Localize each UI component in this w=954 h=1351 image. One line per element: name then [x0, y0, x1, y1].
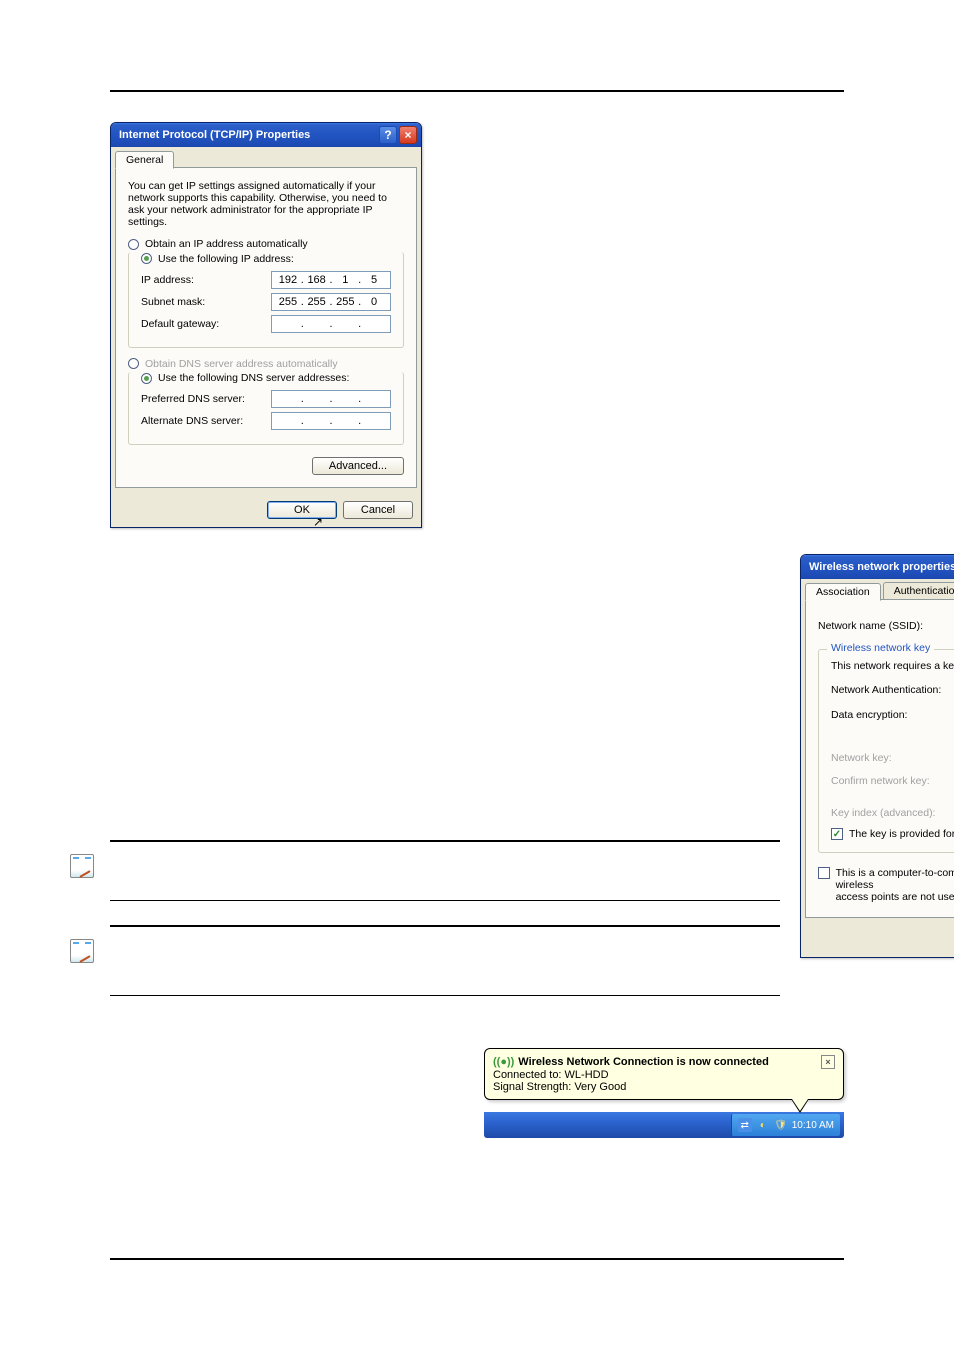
wifi-tabs: Association Authentication Connection — [801, 579, 954, 600]
radio-obtain-dns: Obtain DNS server address automatically — [128, 358, 404, 370]
tabs: General — [111, 147, 421, 168]
network-icon[interactable]: ⇄ — [738, 1118, 752, 1132]
note-icon — [70, 854, 94, 878]
top-rule — [110, 90, 844, 92]
volume-icon[interactable]: ◐ — [756, 1118, 770, 1132]
tcpip-dialog: Internet Protocol (TCP/IP) Properties ? … — [110, 122, 422, 528]
adhoc-label-2: access points are not used — [836, 891, 954, 903]
tcpip-title: Internet Protocol (TCP/IP) Properties — [119, 129, 310, 141]
taskbar: ⇄ ◐ 🛡 10:10 AM — [484, 1112, 844, 1138]
system-tray[interactable]: ⇄ ◐ 🛡 10:10 AM — [731, 1114, 840, 1136]
intro-text: You can get IP settings assigned automat… — [128, 180, 404, 228]
checkbox-icon — [818, 867, 830, 879]
tcpip-panel: You can get IP settings assigned automat… — [115, 167, 417, 488]
wifi-dialog-buttons: OK Cancel — [801, 923, 954, 957]
wifi-panel: Network name (SSID): WL-HDD Wireless net… — [805, 599, 954, 918]
cancel-button[interactable]: Cancel — [343, 501, 413, 519]
ip-address-input[interactable]: 192. 168. 1. 5 — [271, 271, 391, 289]
radio-use-ip-label: Use the following IP address: — [158, 253, 294, 265]
advanced-button[interactable]: Advanced... — [312, 457, 404, 475]
wireless-icon: ((●)) — [493, 1056, 514, 1068]
key-legend: Wireless network key — [827, 642, 934, 654]
ok-button[interactable]: OK — [267, 501, 337, 519]
radio-use-ip[interactable]: Use the following IP address: — [141, 253, 294, 265]
connection-balloon: ((●)) Wireless Network Connection is now… — [484, 1048, 844, 1100]
balloon-line2: Signal Strength: Very Good — [493, 1081, 835, 1093]
adhoc-checkbox[interactable]: This is a computer-to-computer (ad hoc) … — [818, 867, 954, 903]
radio-icon — [141, 373, 152, 384]
dialog-buttons: OK Cancel ↖ — [111, 493, 421, 527]
auto-key-checkbox[interactable]: ✓ The key is provided for me automatical… — [831, 828, 954, 840]
radio-obtain-ip[interactable]: Obtain an IP address automatically — [128, 238, 404, 250]
tab-general[interactable]: General — [115, 151, 174, 169]
radio-icon — [128, 239, 139, 250]
gateway-label: Default gateway: — [141, 318, 219, 330]
tray-clock: 10:10 AM — [792, 1120, 834, 1131]
key-index-label: Key index (advanced): — [831, 807, 954, 819]
ip-label: IP address: — [141, 274, 194, 286]
wireless-titlebar: Wireless network properties ? × — [801, 555, 954, 579]
connection-balloon-wrap: ((●)) Wireless Network Connection is now… — [484, 1048, 844, 1138]
subnet-mask-input[interactable]: 255. 255. 255. 0 — [271, 293, 391, 311]
alt-dns-label: Alternate DNS server: — [141, 415, 243, 427]
radio-icon — [128, 358, 139, 369]
alt-dns-input[interactable]: . . . — [271, 412, 391, 430]
requires-text: This network requires a key for the foll… — [831, 660, 954, 672]
ssid-label: Network name (SSID): — [818, 620, 954, 632]
pref-dns-label: Preferred DNS server: — [141, 393, 245, 405]
balloon-line1: Connected to: WL-HDD — [493, 1069, 835, 1081]
key-label: Network key: — [831, 752, 954, 764]
adhoc-label-1: This is a computer-to-computer (ad hoc) … — [836, 867, 954, 891]
close-icon[interactable]: × — [399, 126, 417, 144]
pref-dns-input[interactable]: . . . — [271, 390, 391, 408]
wireless-title: Wireless network properties — [809, 561, 954, 573]
bottom-rule — [110, 1258, 844, 1260]
gateway-input[interactable]: . . . — [271, 315, 391, 333]
tab-authentication[interactable]: Authentication — [883, 582, 954, 600]
net-auth-label: Network Authentication: — [831, 684, 954, 696]
radio-icon — [141, 253, 152, 264]
balloon-title-text: Wireless Network Connection is now conne… — [518, 1056, 769, 1068]
radio-obtain-ip-label: Obtain an IP address automatically — [145, 238, 308, 250]
note-icon — [70, 939, 94, 963]
tab-association[interactable]: Association — [805, 583, 881, 601]
tcpip-titlebar: Internet Protocol (TCP/IP) Properties ? … — [111, 123, 421, 147]
wireless-dialog: Wireless network properties ? × Associat… — [800, 554, 954, 958]
auto-key-label: The key is provided for me automatically — [849, 828, 954, 840]
subnet-label: Subnet mask: — [141, 296, 205, 308]
left-text-column — [110, 554, 780, 1008]
cursor-icon: ↖ — [313, 515, 323, 529]
shield-icon[interactable]: 🛡 — [774, 1118, 788, 1132]
enc-label: Data encryption: — [831, 709, 954, 721]
checkbox-icon: ✓ — [831, 828, 843, 840]
balloon-close-icon[interactable]: × — [821, 1055, 835, 1069]
help-icon[interactable]: ? — [379, 126, 397, 144]
radio-obtain-dns-label: Obtain DNS server address automatically — [145, 358, 338, 370]
radio-use-dns[interactable]: Use the following DNS server addresses: — [141, 372, 349, 384]
radio-use-dns-label: Use the following DNS server addresses: — [158, 372, 349, 384]
confirm-key-label: Confirm network key: — [831, 775, 954, 787]
